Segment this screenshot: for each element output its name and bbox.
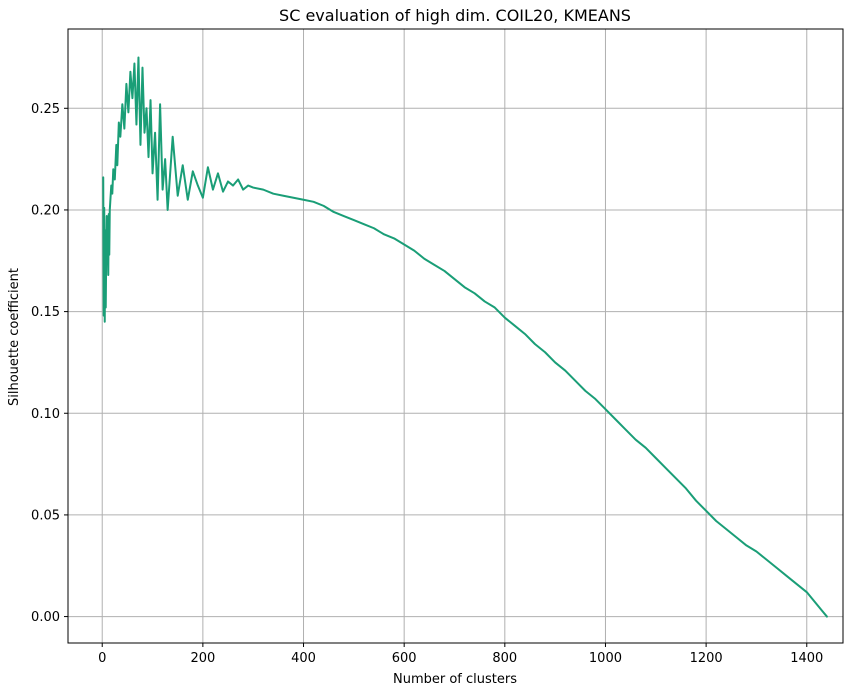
x-tick-label: 0	[98, 651, 106, 666]
chart-title: SC evaluation of high dim. COIL20, KMEAN…	[279, 6, 631, 25]
x-tick-label: 200	[190, 651, 215, 666]
y-tick-label: 0.15	[31, 305, 60, 320]
x-tick-label: 600	[392, 651, 417, 666]
y-tick-label: 0.20	[31, 203, 60, 218]
plot-frame	[67, 28, 844, 644]
y-tick-label: 0.00	[31, 610, 60, 625]
series-layer	[102, 56, 828, 618]
series-line-0	[102, 56, 828, 618]
x-tick-label: 1000	[589, 651, 622, 666]
x-axis: 0 200 400 600 800 1000 1200 1400	[98, 643, 823, 666]
y-tick-label: 0.25	[31, 102, 60, 117]
y-tick-label: 0.05	[31, 508, 60, 523]
x-axis-label: Number of clusters	[393, 672, 517, 687]
x-tick-label: 400	[291, 651, 316, 666]
x-tick-label: 1400	[790, 651, 823, 666]
x-tick-label: 1200	[690, 651, 723, 666]
y-axis-label: Silhouette coefficient	[7, 268, 22, 406]
grid	[68, 29, 843, 643]
y-tick-label: 0.10	[31, 407, 60, 422]
x-tick-label: 800	[492, 651, 517, 666]
y-axis: 0.00 0.05 0.10 0.15 0.20 0.25	[31, 102, 68, 625]
